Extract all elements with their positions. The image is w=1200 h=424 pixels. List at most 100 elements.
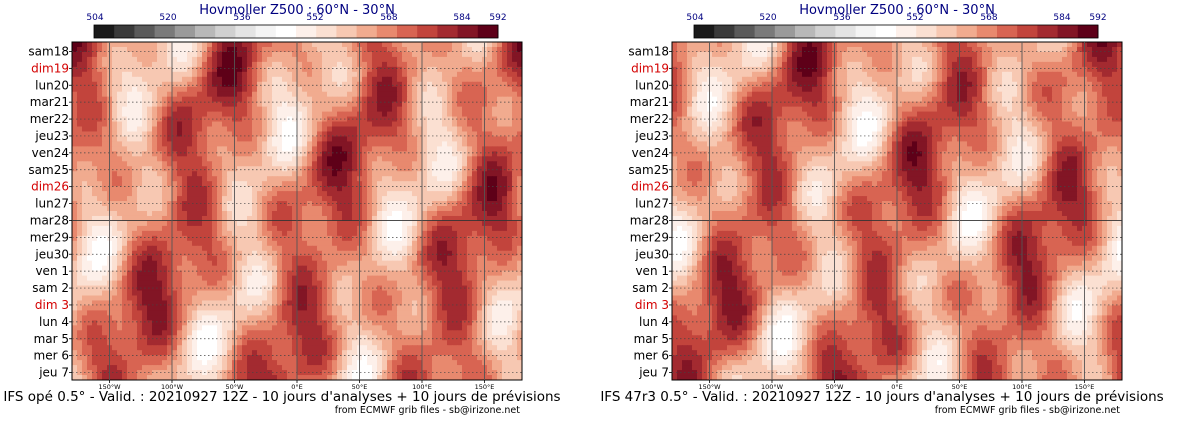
heatmap-cell	[337, 250, 343, 257]
heatmap-cell	[212, 121, 218, 128]
heatmap-cell	[187, 136, 193, 143]
heatmap-cell	[102, 81, 108, 88]
heatmap-cell	[247, 56, 253, 63]
heatmap-cell	[422, 81, 428, 88]
heatmap-cell	[437, 131, 443, 138]
heatmap-cell	[332, 186, 338, 192]
heatmap-cell	[72, 235, 78, 242]
heatmap-cell	[342, 151, 348, 157]
heatmap-cell	[192, 275, 198, 282]
heatmap-cell	[502, 81, 508, 88]
heatmap-cell	[187, 255, 193, 262]
heatmap-cell	[397, 245, 403, 252]
heatmap-cell	[82, 235, 88, 242]
heatmap-cell	[387, 201, 393, 207]
heatmap-cell	[92, 211, 98, 217]
heatmap-cell	[217, 86, 223, 93]
heatmap-cell	[417, 285, 423, 292]
heatmap-cell	[392, 61, 398, 68]
heatmap-cell	[337, 81, 343, 88]
heatmap-cell	[422, 131, 428, 138]
heatmap-cell	[337, 265, 343, 272]
heatmap-cell	[512, 196, 518, 202]
heatmap-cell	[397, 230, 403, 237]
heatmap-cell	[237, 96, 243, 103]
heatmap-cell	[187, 186, 193, 192]
heatmap-cell	[502, 61, 508, 68]
heatmap-cell	[462, 126, 468, 133]
heatmap-cell	[82, 96, 88, 103]
heatmap-cell	[127, 151, 133, 157]
heatmap-cell	[327, 295, 333, 302]
heatmap-cell	[282, 61, 288, 68]
heatmap-cell	[417, 290, 423, 297]
heatmap-cell	[162, 186, 168, 192]
heatmap-cell	[472, 101, 478, 108]
heatmap-cell	[512, 91, 518, 98]
heatmap-cell	[392, 106, 398, 113]
heatmap-cell	[402, 290, 408, 297]
heatmap-cell	[402, 196, 408, 202]
heatmap-cell	[302, 255, 308, 262]
heatmap-cell	[442, 295, 448, 302]
heatmap-cell	[407, 295, 413, 302]
heatmap-cell	[447, 290, 453, 297]
heatmap-cell	[272, 215, 278, 222]
heatmap-cell	[82, 91, 88, 98]
heatmap-cell	[347, 111, 353, 118]
heatmap-cell	[387, 136, 393, 143]
heatmap-cell	[392, 136, 398, 143]
heatmap-cell	[77, 86, 83, 93]
heatmap-cell	[477, 245, 483, 252]
heatmap-cell	[387, 230, 393, 237]
heatmap-cell	[122, 106, 128, 113]
heatmap-cell	[227, 310, 233, 316]
heatmap-cell	[457, 206, 463, 212]
heatmap-cell	[82, 290, 88, 297]
heatmap-cell	[172, 300, 178, 307]
heatmap-cell	[472, 280, 478, 287]
heatmap-cell	[472, 235, 478, 242]
heatmap-cell	[212, 76, 218, 83]
heatmap-cell	[322, 191, 328, 197]
heatmap-cell	[237, 106, 243, 113]
heatmap-cell	[267, 290, 273, 297]
heatmap-cell	[512, 111, 518, 118]
heatmap-cell	[407, 171, 413, 177]
heatmap-cell	[497, 171, 503, 177]
heatmap-cell	[502, 151, 508, 157]
heatmap-cell	[207, 265, 213, 272]
heatmap-cell	[102, 235, 108, 242]
heatmap-cell	[442, 265, 448, 272]
heatmap-cell	[162, 275, 168, 282]
heatmap-cell	[372, 265, 378, 272]
heatmap-cell	[372, 51, 378, 58]
heatmap-cell	[172, 235, 178, 242]
heatmap-cell	[322, 290, 328, 297]
heatmap-cell	[192, 81, 198, 88]
heatmap-cell	[407, 275, 413, 282]
heatmap-cell	[397, 126, 403, 133]
heatmap-cell	[342, 136, 348, 143]
heatmap-cell	[157, 315, 163, 321]
heatmap-cell	[412, 270, 418, 277]
heatmap-cell	[227, 161, 233, 167]
heatmap-cell	[147, 42, 153, 48]
heatmap-cell	[127, 46, 133, 53]
heatmap-cell	[217, 66, 223, 73]
heatmap-cell	[187, 76, 193, 83]
heatmap-cell	[112, 270, 118, 277]
heatmap-cell	[337, 51, 343, 58]
heatmap-cell	[282, 131, 288, 138]
heatmap-cell	[222, 270, 228, 277]
heatmap-cell	[432, 235, 438, 242]
heatmap-cell	[162, 215, 168, 222]
heatmap-cell	[307, 310, 313, 316]
heatmap-cell	[162, 91, 168, 98]
heatmap-cell	[497, 42, 503, 48]
heatmap-cell	[137, 111, 143, 118]
heatmap-cell	[382, 42, 388, 48]
heatmap-cell	[192, 61, 198, 68]
heatmap-cell	[162, 300, 168, 307]
heatmap-cell	[387, 116, 393, 123]
